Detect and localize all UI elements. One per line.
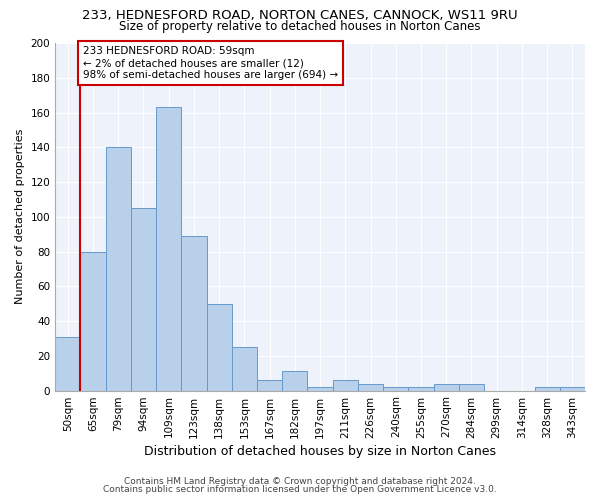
Bar: [409, 387, 434, 390]
Bar: [55, 336, 80, 390]
Text: Contains public sector information licensed under the Open Government Licence v3: Contains public sector information licen…: [103, 485, 497, 494]
Bar: [535, 387, 560, 390]
Bar: [206, 304, 232, 390]
X-axis label: Distribution of detached houses by size in Norton Canes: Distribution of detached houses by size …: [144, 444, 496, 458]
Text: Size of property relative to detached houses in Norton Canes: Size of property relative to detached ho…: [119, 20, 481, 33]
Bar: [282, 372, 307, 390]
Bar: [332, 380, 358, 390]
Text: 233 HEDNESFORD ROAD: 59sqm
← 2% of detached houses are smaller (12)
98% of semi-: 233 HEDNESFORD ROAD: 59sqm ← 2% of detac…: [83, 46, 338, 80]
Bar: [156, 108, 181, 391]
Bar: [307, 387, 332, 390]
Bar: [181, 236, 206, 390]
Bar: [232, 347, 257, 391]
Bar: [257, 380, 282, 390]
Bar: [383, 387, 409, 390]
Bar: [106, 148, 131, 390]
Bar: [358, 384, 383, 390]
Y-axis label: Number of detached properties: Number of detached properties: [15, 129, 25, 304]
Bar: [80, 252, 106, 390]
Bar: [131, 208, 156, 390]
Text: 233, HEDNESFORD ROAD, NORTON CANES, CANNOCK, WS11 9RU: 233, HEDNESFORD ROAD, NORTON CANES, CANN…: [82, 9, 518, 22]
Bar: [459, 384, 484, 390]
Text: Contains HM Land Registry data © Crown copyright and database right 2024.: Contains HM Land Registry data © Crown c…: [124, 477, 476, 486]
Bar: [434, 384, 459, 390]
Bar: [560, 387, 585, 390]
